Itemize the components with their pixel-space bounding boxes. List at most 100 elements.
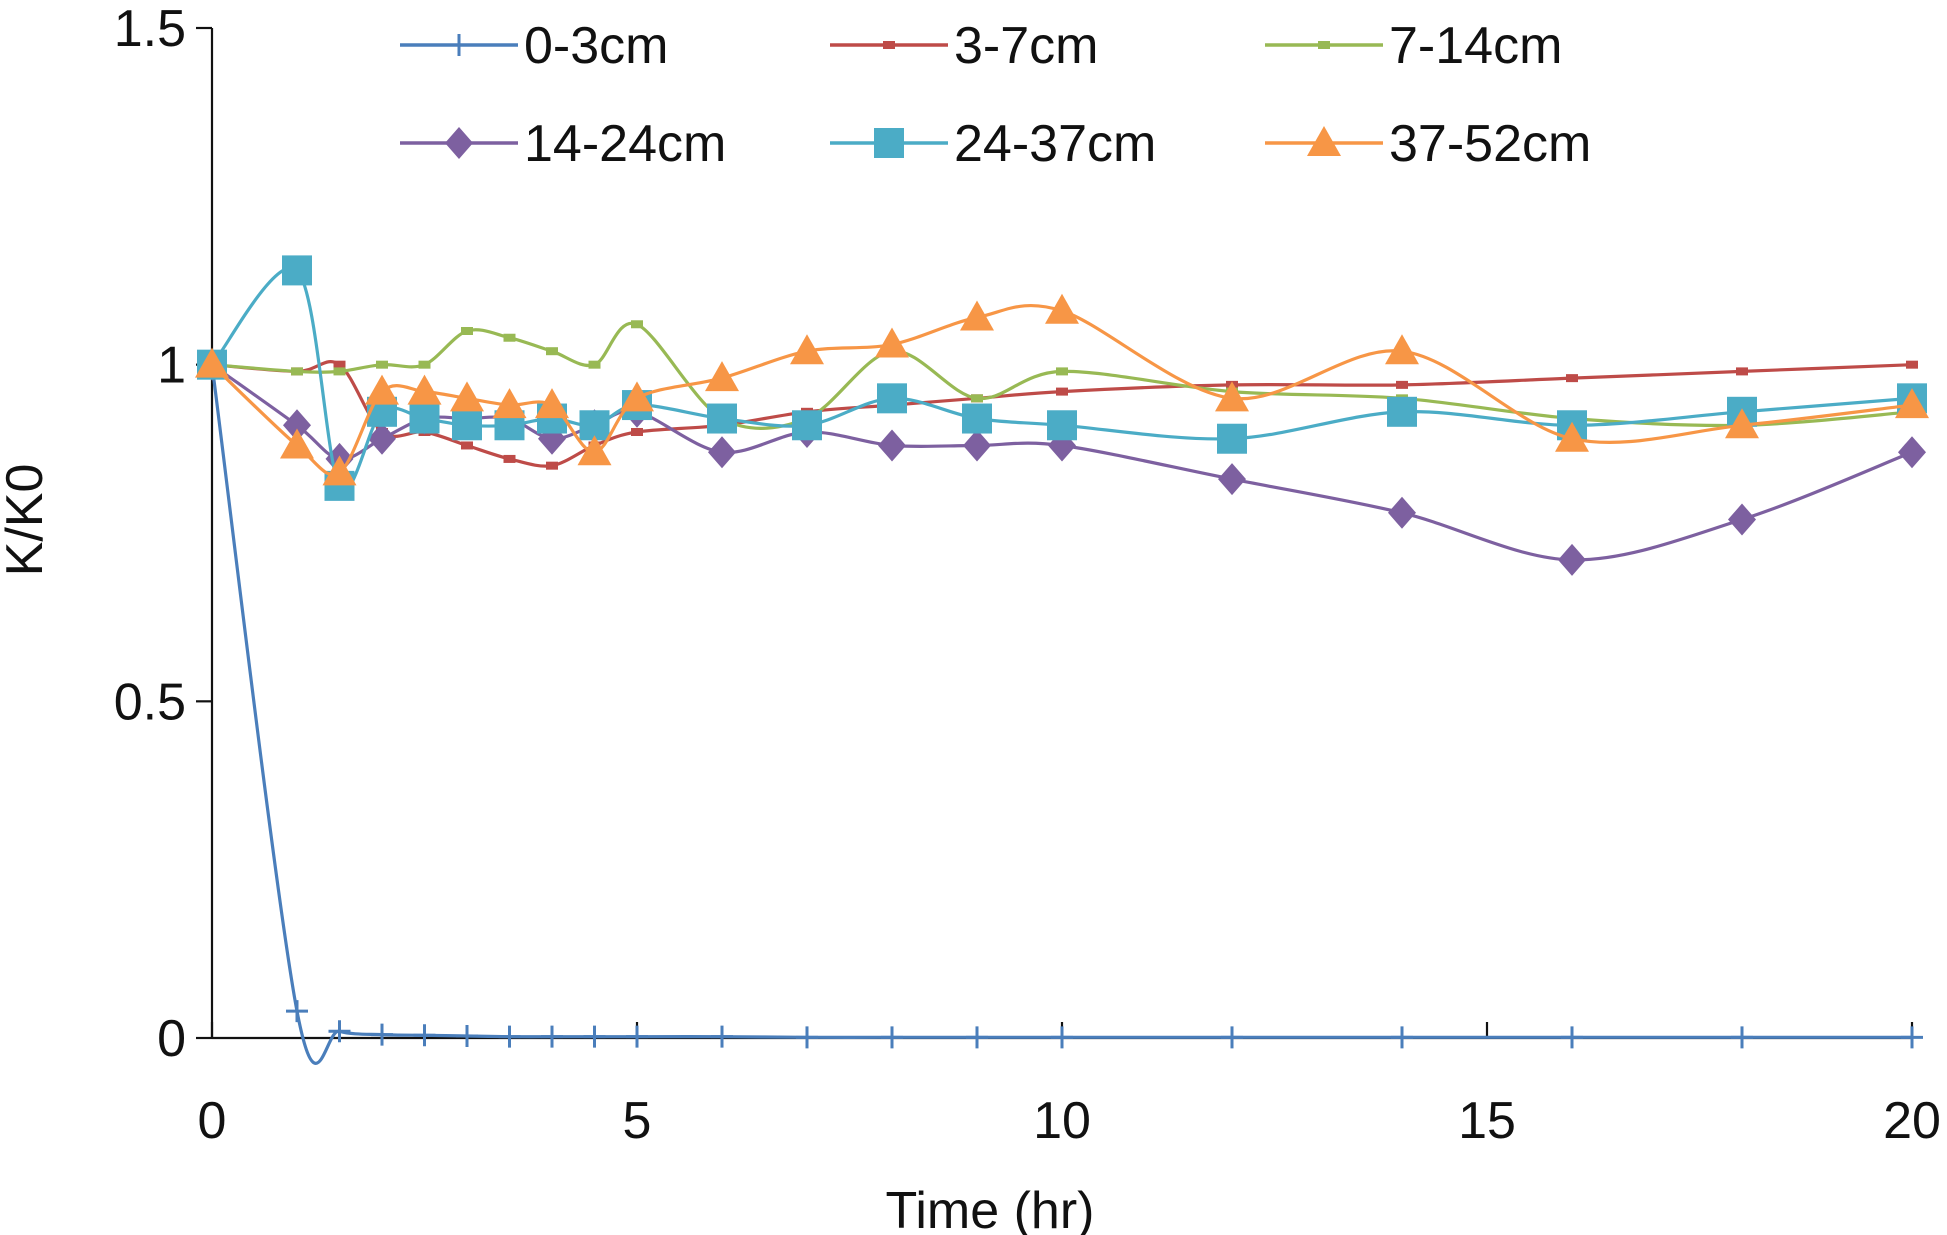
data-point [1056,367,1068,376]
data-point [1895,388,1929,419]
y-tick-label: 1 [157,337,186,395]
data-point [282,255,312,286]
x-axis-title: Time (hr) [886,1182,1095,1235]
data-point [461,441,473,450]
data-point [371,1023,393,1046]
data-point [541,1025,563,1048]
data-point [705,361,739,392]
data-point [588,360,601,369]
data-point [1898,436,1926,469]
y-tick-label: 0 [157,1010,186,1068]
data-point [878,429,906,462]
series-layer [195,255,1929,1065]
legend-item: 3-7cm [830,17,1098,75]
legend-layer: 0-3cm 3-7cm 7-14cm 14-24cm 24-37cm 37-52cm [400,17,1591,173]
data-point [365,374,399,405]
data-point [875,327,909,358]
data-point [498,1025,521,1048]
x-tick-label: 20 [1883,1092,1941,1150]
data-point [333,360,346,369]
data-point [1396,380,1408,389]
data-point [1056,387,1068,396]
x-tick-label: 5 [623,1092,652,1150]
data-point [971,394,983,403]
data-point [960,300,994,331]
series-0-3cm [201,353,1923,1065]
data-point [1731,1026,1753,1049]
y-axis-title: K/K0 [0,464,54,577]
data-point [1047,410,1077,441]
legend-marker [445,127,473,159]
series-line [210,364,1912,1065]
legend-label: 37-52cm [1389,115,1591,173]
data-point [283,409,311,442]
legend-item: 0-3cm [400,17,668,75]
data-point [877,383,907,414]
data-point [461,327,473,335]
data-point [195,347,229,378]
data-point [1555,421,1589,452]
data-point [708,436,736,469]
data-point [503,454,516,463]
data-point [407,374,442,405]
data-point [333,367,346,376]
series-14-24cm [198,348,1926,576]
data-point [1215,381,1249,412]
data-point [1725,408,1759,439]
data-point [418,360,431,369]
data-point [1388,496,1416,529]
legend-marker [1307,126,1341,156]
x-tick-label: 0 [198,1092,227,1150]
legend-label: 24-37cm [954,115,1156,173]
legend-marker [883,41,895,49]
legend-item: 37-52cm [1265,115,1591,173]
legend-item: 24-37cm [830,115,1156,173]
data-point [503,333,516,342]
data-point [376,360,388,369]
data-point [631,320,643,329]
data-point [1906,360,1918,369]
data-point [322,455,357,486]
legend-label: 0-3cm [524,17,668,75]
data-point [280,428,314,459]
legend-label: 3-7cm [954,17,1098,75]
x-tick-label: 15 [1458,1092,1516,1150]
data-point [790,334,824,365]
legend-item: 14-24cm [400,115,726,173]
series-37-52cm [195,293,1929,486]
data-point [796,1026,818,1049]
data-point [1558,543,1586,576]
data-point [1561,1026,1583,1049]
data-point [1045,293,1079,324]
legend-marker [1318,41,1330,49]
legend-marker [874,128,904,158]
legend-label: 14-24cm [524,115,726,173]
legend-label: 7-14cm [1389,17,1562,75]
data-point [546,347,558,356]
data-point [450,381,484,412]
data-point [711,1025,733,1048]
data-point [966,1026,988,1049]
x-tick-label: 10 [1033,1092,1091,1150]
data-point [546,461,558,470]
series-line [210,266,1913,491]
data-point [881,1026,903,1049]
data-point [286,1000,308,1023]
y-tick-label: 0.5 [114,673,186,731]
data-point [792,410,822,441]
data-point [1391,1026,1413,1049]
data-point [1051,1026,1073,1049]
data-point [583,1025,606,1048]
data-point [1566,374,1578,383]
data-point [1221,1026,1243,1049]
data-point [1736,367,1748,376]
data-point [1901,1026,1923,1049]
y-tick-label: 1.5 [114,0,186,58]
series-24-37cm [197,255,1927,501]
legend-item: 7-14cm [1265,17,1562,75]
data-point [456,1024,478,1047]
data-point [962,403,992,434]
data-point [291,367,303,376]
data-point [626,1025,648,1048]
